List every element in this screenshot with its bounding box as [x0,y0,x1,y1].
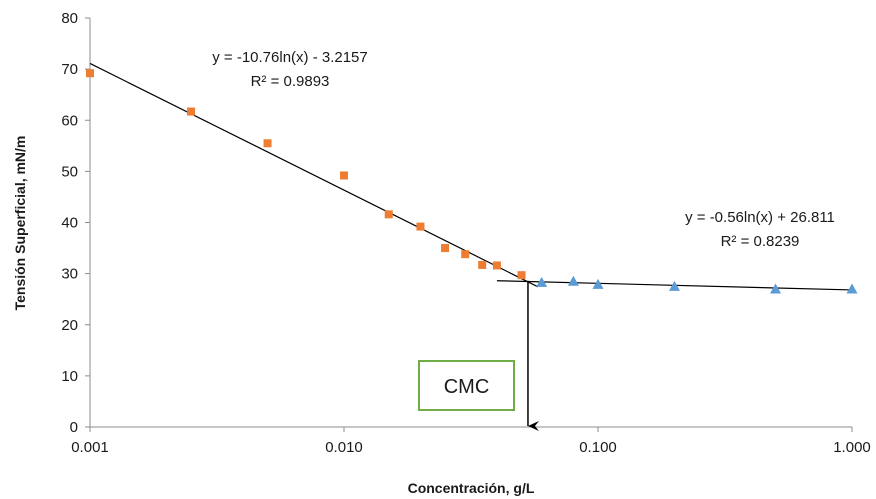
data-point-square [478,260,487,269]
data-point-square [492,261,501,270]
x-tick-label: 0.100 [579,439,617,456]
trendline-equation-2: y = -0.56ln(x) + 26.811 [685,209,835,226]
data-point-square [441,244,450,253]
data-point-square [461,250,470,259]
data-point-triangle [770,283,782,294]
y-tick-label: 60 [61,112,78,129]
trendline-r2-1: R² = 0.9893 [251,73,330,90]
y-tick-label: 10 [61,368,78,385]
trendline-1 [89,62,539,288]
y-tick-label: 50 [61,163,78,180]
data-point-square [517,271,526,280]
x-tick-label: 0.001 [71,439,109,456]
data-point-square [187,107,196,116]
trendline-equation-1: y = -10.76ln(x) - 3.2157 [212,49,368,66]
x-axis-title: Concentración, g/L [408,480,535,496]
y-axis-title: Tensión Superficial, mN/m [12,136,28,311]
cmc-label: CMC [444,376,490,398]
x-tick-label: 0.010 [325,439,363,456]
data-point-triangle [592,278,604,289]
y-tick-label: 0 [70,419,78,436]
data-point-square [416,222,425,231]
data-point-square [384,210,393,219]
axes: 0 10 20 30 40 50 60 70 80 0.001 0.010 0.100 1.000 [61,10,870,456]
trendlines: y = -10.76ln(x) - 3.2157 R² = 0.9893 y = -… [89,49,853,291]
data-point-square [340,171,348,180]
data-point-triangle [846,283,858,294]
annotations: CMC [418,280,539,431]
trendline-r2-2: R² = 0.8239 [721,233,800,250]
y-tick-label: 80 [61,10,78,27]
y-tick-label: 40 [61,215,78,232]
data-point-square [263,139,272,148]
y-tick-label: 20 [61,317,78,334]
data-point-triangle [536,276,548,287]
data-point-triangle [668,280,680,291]
y-tick-label: 30 [61,266,78,283]
data-markers [86,69,858,294]
data-point-triangle [567,275,579,286]
cmc-box [418,360,515,411]
x-tick-label: 1.000 [833,439,871,456]
data-point-square [86,69,94,78]
y-tick-label: 70 [61,61,78,78]
